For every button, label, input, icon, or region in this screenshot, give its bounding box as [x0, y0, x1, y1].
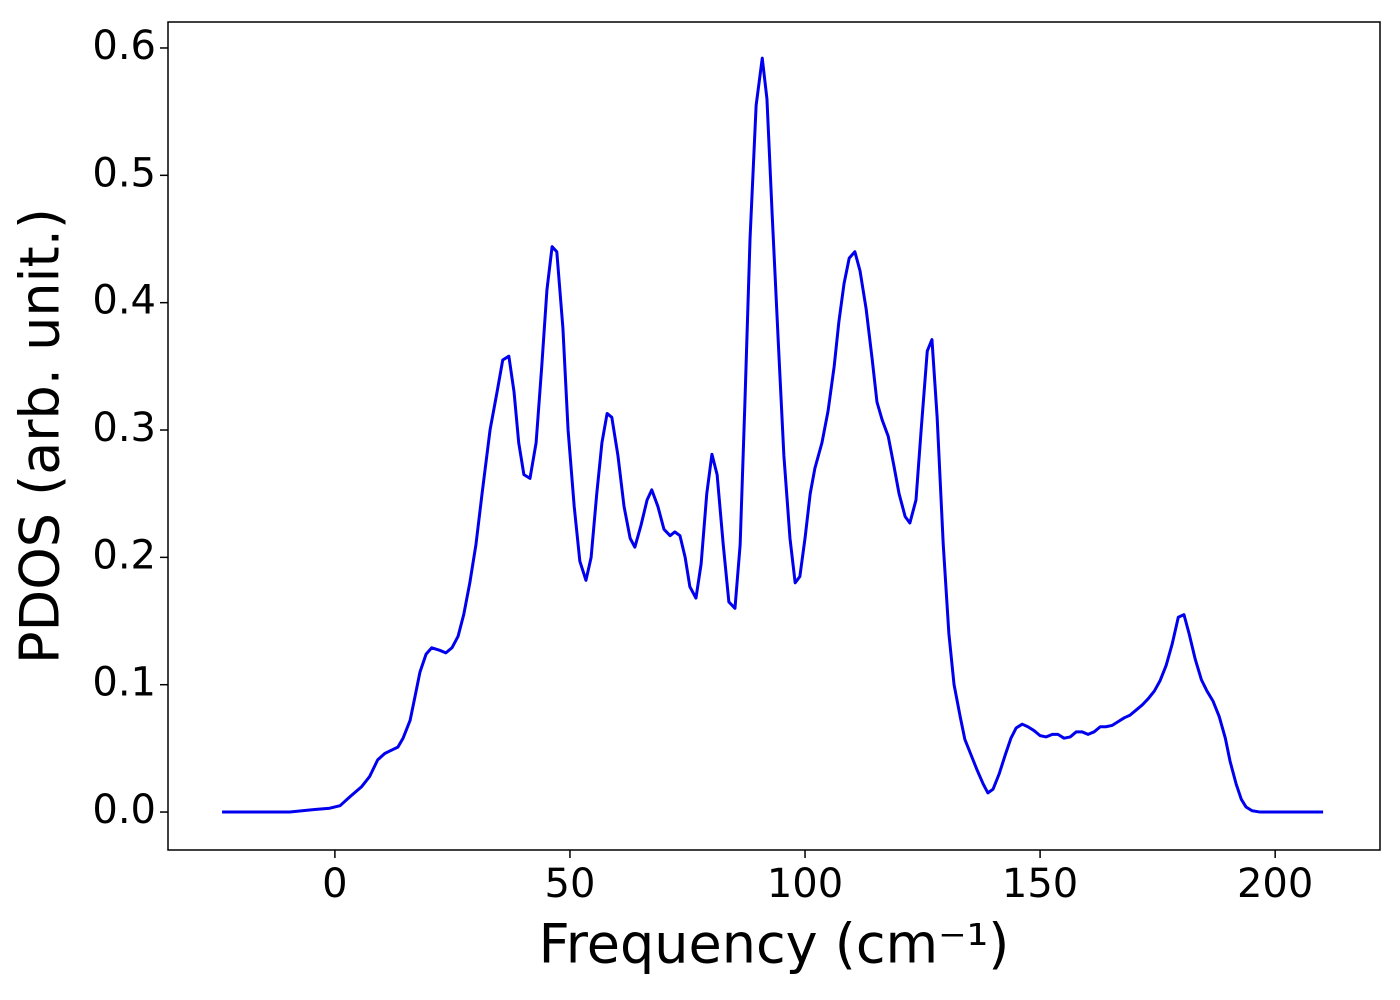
x-tick-label: 0: [322, 861, 347, 907]
y-tick-label: 0.1: [92, 660, 156, 706]
y-tick-label: 0.3: [92, 405, 156, 451]
y-tick-label: 0.6: [92, 23, 156, 69]
y-axis-label: PDOS (arb. unit.): [9, 208, 72, 664]
y-tick-label: 0.2: [92, 532, 156, 578]
x-axis-label: Frequency (cm⁻¹): [539, 913, 1010, 976]
x-tick-label: 100: [767, 861, 843, 907]
x-tick-label: 150: [1002, 861, 1078, 907]
y-tick-label: 0.4: [92, 278, 156, 324]
data-line: [222, 56, 1324, 814]
x-tick-label: 50: [545, 861, 596, 907]
plot-frame: [167, 21, 1381, 851]
x-tick-label: 200: [1237, 861, 1313, 907]
y-tick-label: 0.5: [92, 150, 156, 196]
y-tick-label: 0.0: [92, 787, 156, 833]
